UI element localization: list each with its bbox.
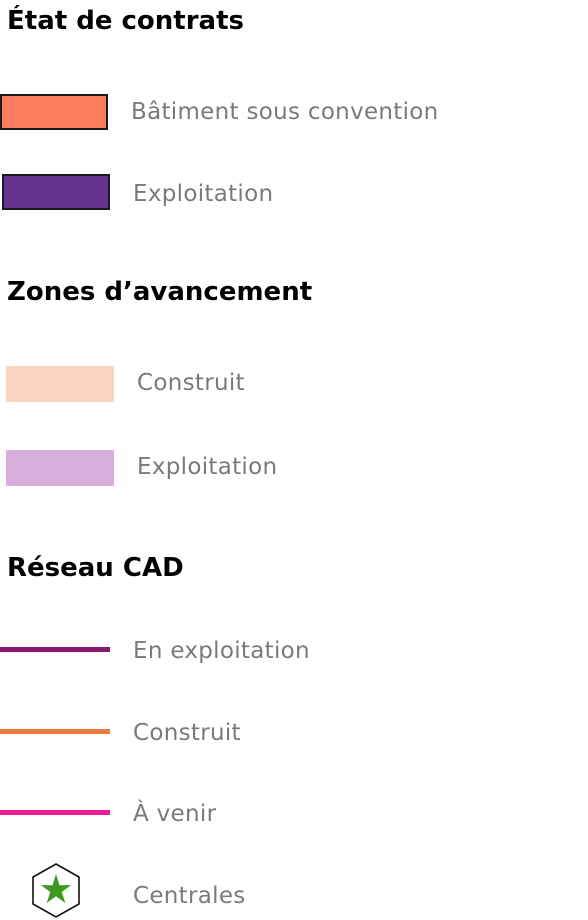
contract-label-building-under-convention: Bâtiment sous convention xyxy=(131,99,439,125)
contract-swatch-building-under-convention xyxy=(0,94,108,130)
zone-swatch-exploitation xyxy=(6,450,114,486)
network-line-in-operation xyxy=(0,647,110,652)
contracts-heading: État de contrats xyxy=(7,6,244,36)
zones-heading: Zones d’avancement xyxy=(7,277,313,307)
network-label-plants: Centrales xyxy=(133,883,246,909)
network-label-upcoming: À venir xyxy=(133,801,217,827)
network-label-built: Construit xyxy=(133,720,241,746)
network-heading: Réseau CAD xyxy=(7,553,184,583)
hexagon-star-icon xyxy=(32,863,80,918)
zone-label-built: Construit xyxy=(137,370,245,396)
zone-swatch-built xyxy=(6,366,114,402)
contract-label-exploitation: Exploitation xyxy=(133,181,274,207)
network-line-built xyxy=(0,729,110,734)
network-line-upcoming xyxy=(0,810,110,815)
zone-label-exploitation: Exploitation xyxy=(137,454,278,480)
network-label-in-operation: En exploitation xyxy=(133,638,310,664)
contract-swatch-exploitation xyxy=(2,174,110,210)
